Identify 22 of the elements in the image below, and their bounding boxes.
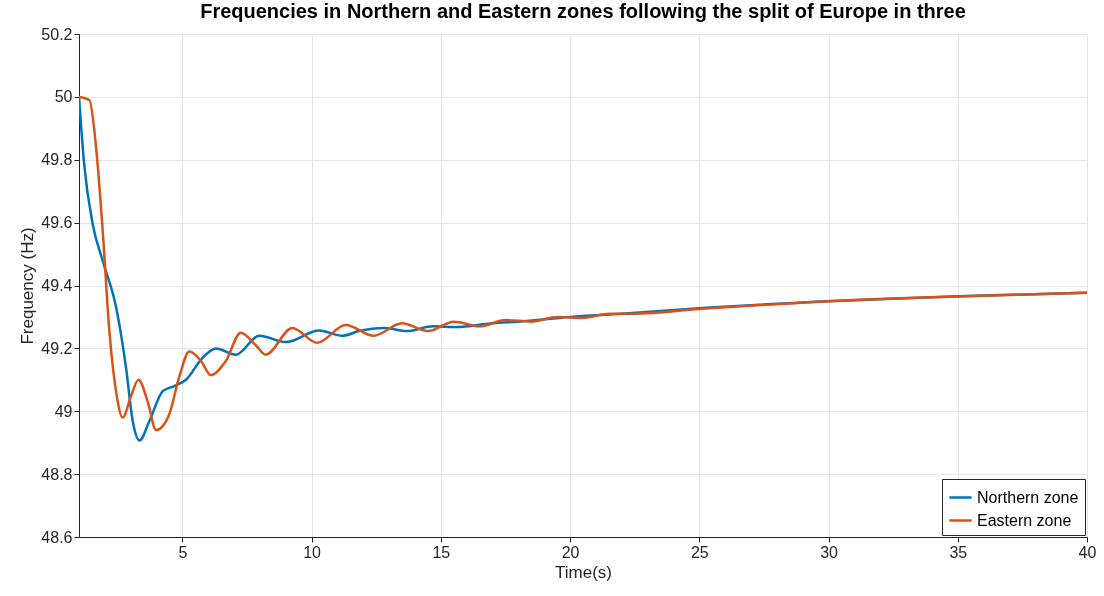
y-tick-label: 48.8 [41,465,73,483]
x-tick-label: 5 [178,543,188,561]
y-tick-label: 49 [54,402,73,420]
y-tick-label: 49.2 [41,339,73,357]
legend-label: Northern zone [977,488,1079,506]
y-tick-label: 48.6 [41,528,73,546]
y-tick-label: 49.4 [41,277,73,294]
y-tick-label: 49.8 [41,151,73,169]
chart-title: Frequencies in Northern and Eastern zones following the split of Europe in three [200,0,966,22]
x-tick-label: 20 [561,543,580,561]
x-tick-label: 30 [820,543,839,561]
x-tick-label: 10 [303,543,322,561]
y-tick-label: 50 [54,88,73,106]
y-axis-title: Frequency (Hz) [18,227,38,345]
y-tick-label: 49.6 [41,214,73,232]
x-tick-label: 40 [1078,543,1097,561]
x-tick-label: 35 [949,543,968,561]
x-tick-label: 15 [432,543,451,561]
x-axis-title: Time(s) [555,562,612,582]
legend-label: Eastern zone [977,511,1072,529]
y-tick-label: 50.2 [41,25,73,43]
x-tick-label: 25 [690,543,709,561]
